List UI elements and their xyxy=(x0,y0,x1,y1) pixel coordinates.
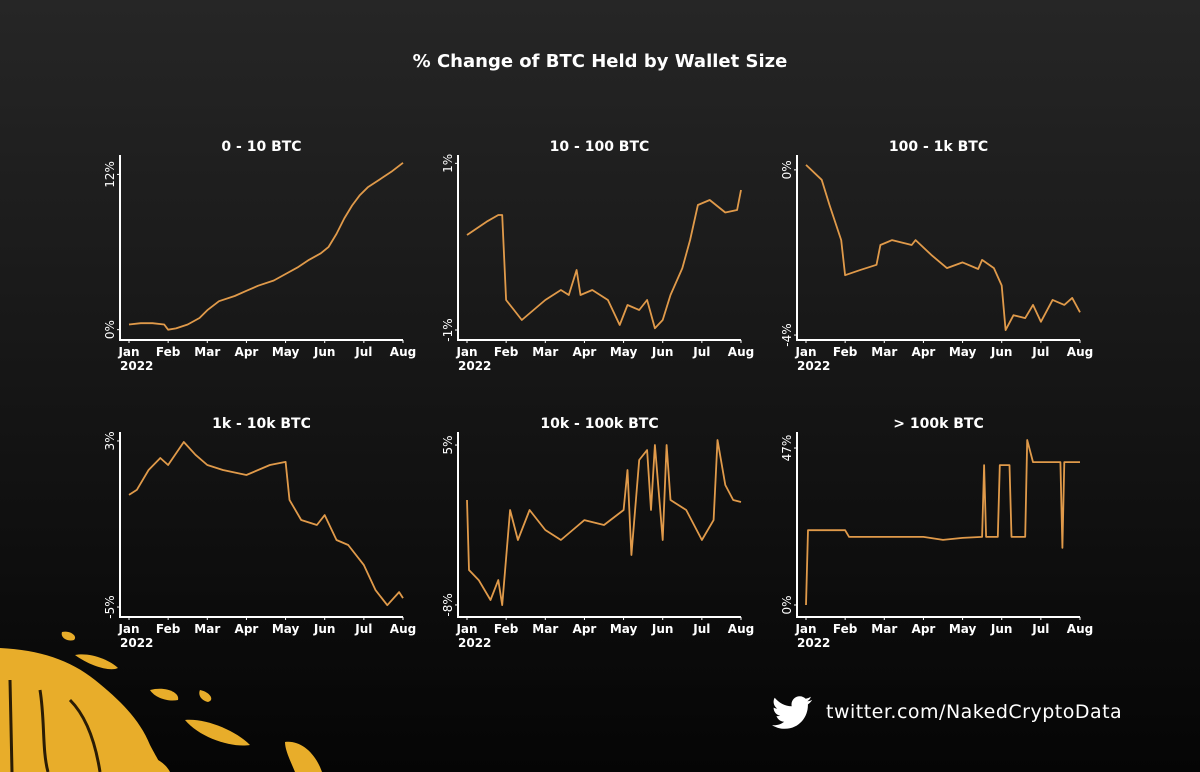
y-tick-label: -4% xyxy=(780,323,794,346)
x-tick-label: Jan xyxy=(117,622,139,636)
panel-title: 1k - 10k BTC xyxy=(212,416,311,432)
x-tick-label: Mar xyxy=(871,345,897,359)
x-tick-label: Apr xyxy=(235,345,259,359)
y-tick-label: -1% xyxy=(441,318,455,341)
x-tick-label: Feb xyxy=(494,345,519,359)
y-tick-label: -5% xyxy=(103,595,117,618)
x-tick-label: Feb xyxy=(833,345,858,359)
x-tick-label: May xyxy=(949,622,977,636)
x-tick-label: Jan xyxy=(794,622,816,636)
gold-splash xyxy=(0,631,322,772)
y-tick-label: 0% xyxy=(780,595,794,614)
panel-title: > 100k BTC xyxy=(893,416,984,432)
x-tick-label: Feb xyxy=(156,622,181,636)
x-tick-label: Mar xyxy=(194,345,220,359)
footer-handle: twitter.com/NakedCryptoData xyxy=(826,701,1122,723)
x-year-label: 2022 xyxy=(120,359,153,373)
data-line xyxy=(805,439,1080,606)
data-line xyxy=(466,189,742,330)
x-tick-label: Feb xyxy=(156,345,181,359)
x-tick-label: Jul xyxy=(1031,345,1049,359)
x-tick-label: Jul xyxy=(1031,622,1049,636)
y-tick-label: 47% xyxy=(780,435,794,462)
data-line xyxy=(466,439,742,606)
x-year-label: 2022 xyxy=(458,359,491,373)
x-tick-label: Apr xyxy=(573,345,597,359)
twitter-icon xyxy=(771,696,812,729)
x-tick-label: Apr xyxy=(912,345,936,359)
x-year-label: 2022 xyxy=(797,359,830,373)
x-tick-label: Jun xyxy=(313,622,336,636)
x-year-label: 2022 xyxy=(120,636,153,650)
panel-title: 0 - 10 BTC xyxy=(221,139,301,155)
x-tick-label: Jun xyxy=(313,345,336,359)
x-tick-label: Jun xyxy=(990,622,1013,636)
x-tick-label: Feb xyxy=(833,622,858,636)
x-tick-label: May xyxy=(610,345,638,359)
panel: 10 - 100 BTC -1% 1% Jan Feb Mar Apr May Jun Jul Au… xyxy=(441,139,754,373)
x-tick-label: Jul xyxy=(692,345,710,359)
data-line xyxy=(805,164,1081,331)
x-tick-label: Apr xyxy=(573,622,597,636)
x-tick-label: Mar xyxy=(194,622,220,636)
y-tick-label: -8% xyxy=(441,593,455,616)
x-year-label: 2022 xyxy=(797,636,830,650)
x-tick-label: Aug xyxy=(390,345,416,359)
x-year-label: 2022 xyxy=(458,636,491,650)
x-tick-label: Mar xyxy=(532,622,558,636)
y-tick-label: 0% xyxy=(103,320,117,339)
y-tick-label: 3% xyxy=(103,431,117,450)
panel: 0 - 10 BTC 0% 12% Jan Feb Mar Apr May Jun Jul Aug 2… xyxy=(103,139,416,373)
x-tick-label: May xyxy=(272,622,300,636)
x-tick-label: Aug xyxy=(1067,622,1093,636)
panel: > 100k BTC 0% 47% Jan Feb Mar Apr May Jun Jul Aug 2… xyxy=(780,416,1093,650)
x-tick-label: Apr xyxy=(912,622,936,636)
x-tick-label: Apr xyxy=(235,622,259,636)
x-tick-label: Jul xyxy=(692,622,710,636)
x-tick-label: Jun xyxy=(651,622,674,636)
data-line xyxy=(128,162,404,331)
x-tick-label: Aug xyxy=(728,345,754,359)
data-line xyxy=(128,441,404,607)
panel: 1k - 10k BTC -5% 3% Jan Feb Mar Apr May Jun Jul Au… xyxy=(103,416,416,650)
x-tick-label: May xyxy=(949,345,977,359)
x-tick-label: Aug xyxy=(1067,345,1093,359)
panel-title: 10k - 100k BTC xyxy=(540,416,658,432)
x-tick-label: Aug xyxy=(728,622,754,636)
x-tick-label: May xyxy=(272,345,300,359)
x-tick-label: Jun xyxy=(990,345,1013,359)
x-tick-label: Mar xyxy=(871,622,897,636)
main-title: % Change of BTC Held by Wallet Size xyxy=(413,51,788,72)
x-tick-label: May xyxy=(610,622,638,636)
x-tick-label: Jan xyxy=(455,345,477,359)
x-tick-label: Jul xyxy=(354,622,372,636)
panel-title: 100 - 1k BTC xyxy=(889,139,988,155)
y-tick-label: 12% xyxy=(103,161,117,188)
x-tick-label: Jan xyxy=(794,345,816,359)
x-tick-label: Jul xyxy=(354,345,372,359)
gold-splash-shade xyxy=(8,679,102,772)
x-tick-label: Aug xyxy=(390,622,416,636)
x-tick-label: Jun xyxy=(651,345,674,359)
y-tick-label: 5% xyxy=(441,436,455,455)
panel-title: 10 - 100 BTC xyxy=(550,139,650,155)
y-tick-label: 0% xyxy=(780,160,794,179)
panel: 100 - 1k BTC -4% 0% Jan Feb Mar Apr May Jun Jul Au… xyxy=(780,139,1093,373)
x-tick-label: Mar xyxy=(532,345,558,359)
panel: 10k - 100k BTC -8% 5% Jan Feb Mar Apr May Jun Jul… xyxy=(441,416,754,650)
y-tick-label: 1% xyxy=(441,154,455,173)
x-tick-label: Jan xyxy=(455,622,477,636)
x-tick-label: Feb xyxy=(494,622,519,636)
x-tick-label: Jan xyxy=(117,345,139,359)
